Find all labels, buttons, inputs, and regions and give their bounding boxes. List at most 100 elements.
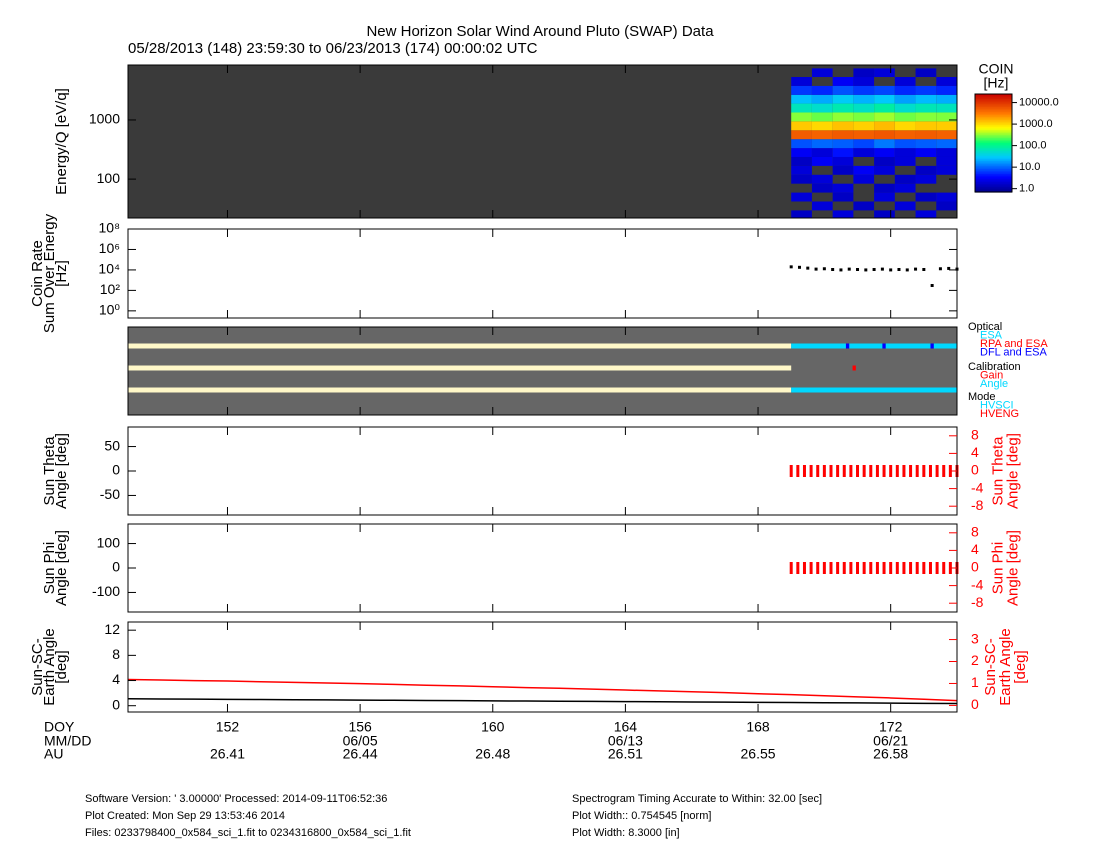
heatmap-cell [874,94,895,104]
marker [889,268,893,272]
y-tick-label: 10⁴ [98,261,120,277]
status-group: Optical [968,321,1002,333]
y-axis-label: Sum Over Energy [41,213,58,333]
axis-row-name: DOY [44,719,75,735]
marker [875,465,879,477]
y-axis-label: [Hz] [53,260,70,287]
marker [914,267,918,271]
y2-tick-label: 1 [971,674,979,690]
panel: 100 1000 [89,64,958,219]
no-data-strip [128,365,792,371]
colorbar-swatch [975,160,1012,164]
heatmap-cell [791,148,812,157]
heatmap-cell [853,85,875,95]
colorbar-swatch [975,94,1012,97]
footer-note: Plot Created: Mon Sep 29 13:53:46 2014 [85,810,285,822]
heatmap-cell [832,94,854,104]
heatmap-cell [874,130,895,140]
heatmap-cell [915,94,937,104]
marker [922,465,926,477]
marker [822,562,826,574]
status-segment [845,343,850,349]
x-tick-label: 156 [348,719,372,735]
marker [864,268,868,272]
heatmap-cell [874,192,895,202]
colorbar-title: COIN [979,61,1014,77]
y2-tick-label: -4 [971,479,984,495]
heatmap-cell [853,112,875,122]
marker [842,465,846,477]
status-group: Calibration [968,361,1021,373]
y2-axis-label: Sun Theta [989,436,1006,506]
y2-tick-label: 4 [971,541,979,557]
colorbar-tick-label: 10.0 [1019,161,1040,173]
marker [872,268,876,272]
marker [928,465,932,477]
y-axis-label: Coin Rate [29,240,46,307]
marker [922,268,926,272]
heatmap-cell [832,148,854,157]
colorbar-swatch [975,182,1012,185]
heatmap-cell [791,121,812,131]
heatmap-cell [936,201,957,211]
colorbar-swatch [975,152,1012,156]
heatmap-cell [811,103,833,113]
panel-frame [127,523,958,613]
y2-tick-label: 4 [971,444,979,460]
marker [822,267,826,271]
footer-note: Files: 0233798400_0x584_sci_1.fit to 023… [85,827,411,839]
footer-note: Plot Width:: 0.754545 [norm] [572,810,711,822]
heatmap-cell [936,85,957,95]
heatmap-cell [791,156,812,166]
heatmap-cell [915,85,937,95]
marker [802,562,806,574]
heatmap-cell [811,183,833,193]
colorbar-swatch [975,180,1012,183]
heatmap-cell [874,121,895,131]
heatmap-cell [894,183,916,193]
status-group: Mode [968,391,996,403]
marker [831,268,835,272]
colorbar-swatch [975,113,1012,116]
heatmap-cell [791,77,812,86]
heatmap-cell [791,139,812,149]
heatmap-cell [791,112,812,122]
y-axis-label: Sun-SC- [29,638,46,696]
heatmap-cell [915,174,937,184]
colorbar-swatch [975,134,1012,138]
colorbar-swatch [975,123,1012,126]
heatmap-cell [936,130,957,140]
y2-axis-label: Angle [deg] [1004,433,1021,509]
heatmap-cell [894,85,916,95]
heatmap-cell [874,183,895,193]
marker [802,465,806,477]
marker [789,265,793,269]
colorbar-swatch [975,141,1012,144]
y2-axis-label: Earth Angle [997,628,1014,706]
y-tick-label: 100 [97,170,121,186]
heatmap-cell [853,103,875,113]
y-axis-label: [deg] [53,650,70,683]
marker [935,562,939,574]
marker [862,465,866,477]
y2-tick-label: 8 [971,427,979,443]
heatmap-cell [874,139,895,149]
y2-tick-label: 0 [971,462,979,478]
heatmap-cell [832,156,854,166]
colorbar-swatch [975,183,1012,187]
colorbar-swatch [975,165,1012,169]
heatmap-cell [915,121,937,131]
heatmap-cell [791,94,812,104]
heatmap-cell [832,85,854,95]
heatmap-cell [936,148,957,157]
panel-frame [127,426,958,516]
panel [127,326,958,416]
line [127,698,958,705]
marker [922,562,926,574]
x-tick-label: 152 [216,719,240,735]
heatmap-cell [874,85,895,95]
